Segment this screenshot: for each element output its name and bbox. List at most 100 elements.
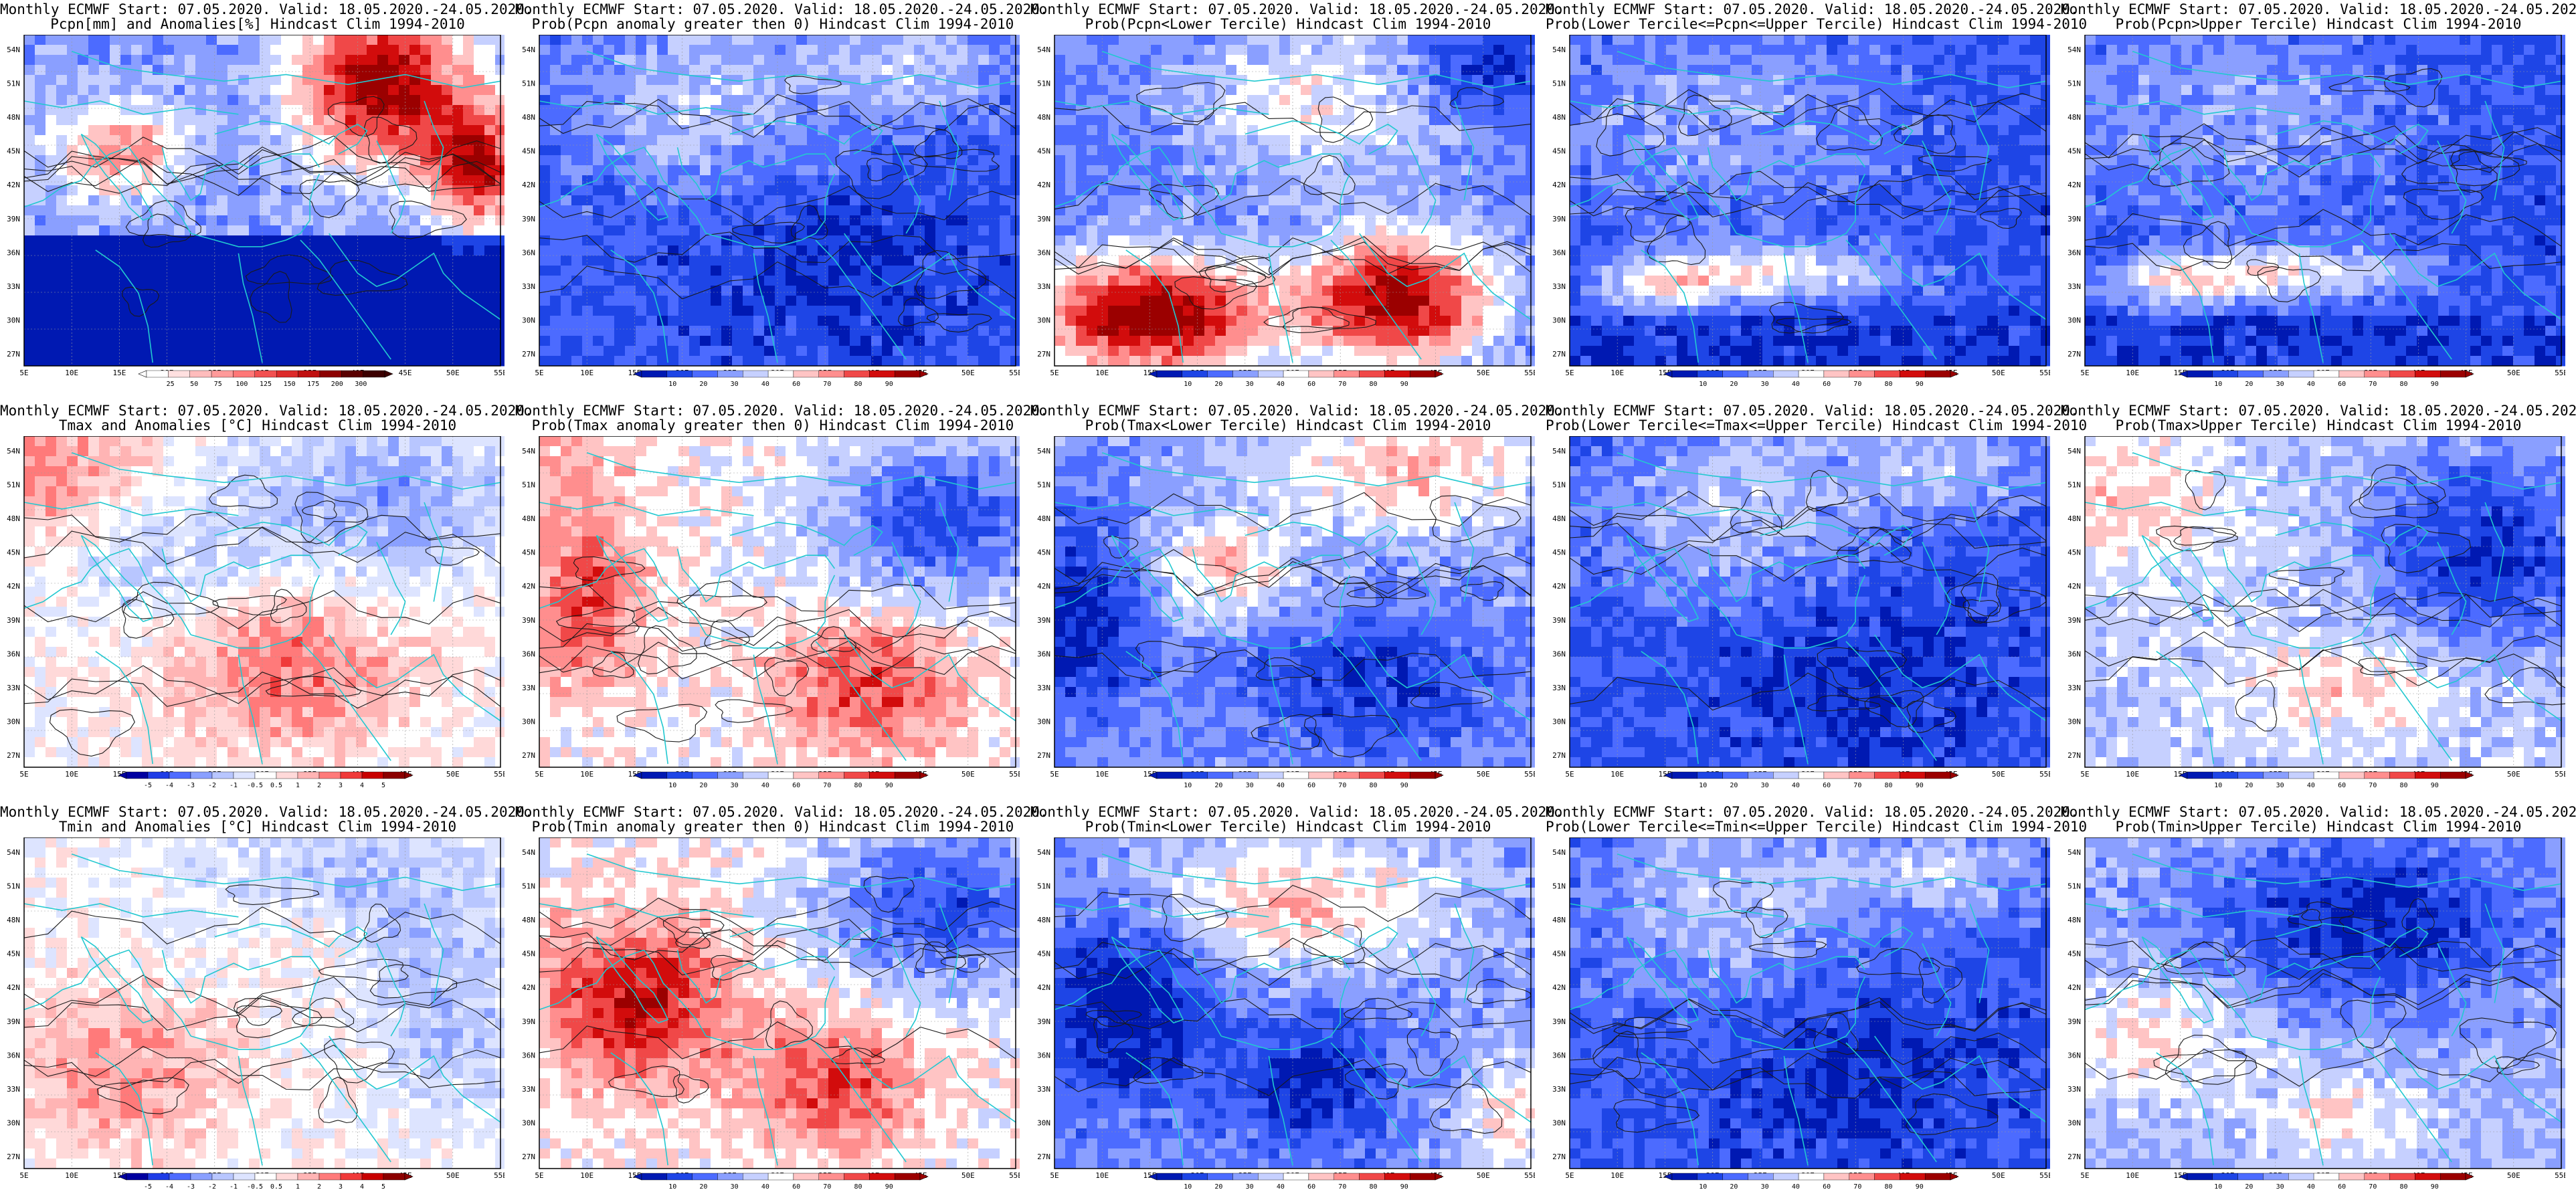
colorbar-tick-label: 10 [668, 1183, 676, 1191]
colorbar-tick-label: 0.5 [270, 1183, 282, 1191]
lon-label: 55E [2555, 1171, 2565, 1180]
map-plot: 54N51N48N45N42N39N36N33N30N27N5E10E15E20… [2067, 837, 2565, 1180]
colorbar-tick-label: 70 [823, 1183, 831, 1191]
map-plot: 54N51N48N45N42N39N36N33N30N27N5E10E15E20… [522, 837, 1020, 1180]
colorbar-tick-label: 90 [1400, 381, 1408, 388]
lat-label: 54N [522, 447, 535, 456]
colorbar-tick-label: 90 [885, 381, 893, 388]
colorbar-tick-label: 20 [1214, 381, 1222, 388]
lon-label: 10E [1095, 1171, 1109, 1180]
colorbar-tick-label: 10 [2214, 381, 2222, 388]
lon-label: 5E [535, 1171, 543, 1180]
lat-label: 33N [7, 1085, 20, 1094]
colorbar-tick-label: 20 [699, 1183, 707, 1191]
lat-label: 48N [7, 113, 20, 122]
colorbar-tick-label: 30 [1246, 1183, 1254, 1191]
colorbar-tick-label: 300 [355, 381, 367, 388]
lat-label: 27N [7, 350, 20, 359]
map-frame [1569, 436, 2047, 768]
colorbar-tick-label: 50 [190, 381, 198, 388]
lat-label: 51N [1552, 481, 1566, 490]
colorbar: 10 20 30 40 60 70 80 90 [632, 1173, 940, 1195]
lat-label: 27N [1552, 1152, 1566, 1161]
colorbar-tick-label: 90 [1916, 1183, 1924, 1191]
lat-label: 39N [2067, 616, 2081, 625]
panel-title-line2: Prob(Tmin<Lower Tercile) Hindcast Clim 1… [1030, 819, 1546, 834]
colorbar-tick-label: -5 [144, 782, 152, 789]
colorbar-tick-label: 80 [854, 381, 862, 388]
lon-label: 10E [580, 369, 593, 377]
lat-lon-grid [1054, 35, 1531, 366]
lat-label: 39N [1552, 215, 1566, 223]
contour-lines [23, 884, 501, 1124]
colorbar-tick-label: 2 [317, 1183, 321, 1191]
lat-label: 51N [7, 481, 20, 490]
lat-label: 36N [7, 649, 20, 658]
lon-label: 50E [1992, 770, 2005, 779]
map-plot: 54N51N48N45N42N39N36N33N30N27N5E10E15E20… [7, 35, 504, 377]
coastlines [1569, 854, 2047, 1166]
shaded-field [1570, 436, 2050, 768]
panel-title-line1: Monthly ECMWF Start: 07.05.2020. Valid: … [0, 2, 533, 17]
lat-label: 51N [522, 882, 535, 891]
lat-label: 51N [7, 882, 20, 891]
lon-label: 5E [1565, 1171, 1574, 1180]
shaded-field [539, 436, 1020, 768]
colorbar-tick-label: 10 [1184, 782, 1192, 789]
shaded-field [539, 35, 1020, 367]
lon-label: 10E [1611, 1171, 1624, 1180]
lon-label: 55E [2039, 369, 2050, 377]
colorbar-tick-label: 0.5 [270, 782, 282, 789]
lat-label: 36N [1037, 248, 1050, 257]
contour-lines [539, 556, 1016, 742]
colorbar: 10 20 30 40 60 70 80 90 [2178, 370, 2486, 393]
map-panel-tmin-anom: Monthly ECMWF Start: 07.05.2020. Valid: … [0, 803, 533, 1204]
colorbar-tick-label: 20 [699, 782, 707, 789]
map-panel-tmax-anom: Monthly ECMWF Start: 07.05.2020. Valid: … [0, 401, 533, 803]
lat-label: 54N [2067, 848, 2081, 857]
lat-label: 42N [1552, 983, 1566, 992]
map-panel-tmax-prob-upper: Monthly ECMWF Start: 07.05.2020. Valid: … [2061, 401, 2576, 803]
colorbar-tick-label: 30 [1246, 782, 1254, 789]
colorbar-tick-label: 70 [2369, 381, 2377, 388]
lat-label: 48N [522, 514, 535, 523]
map-panel-tmax-prob-middle: Monthly ECMWF Start: 07.05.2020. Valid: … [1546, 401, 2087, 803]
lon-label: 50E [1477, 1171, 1490, 1180]
lat-label: 30N [1037, 717, 1050, 726]
lat-label: 27N [522, 751, 535, 760]
lat-label: 45N [2067, 548, 2081, 557]
lat-label: 48N [1552, 514, 1566, 523]
colorbar-tick-label: 70 [2369, 1183, 2377, 1191]
lat-lon-grid [539, 35, 1016, 366]
lat-label: 54N [1552, 848, 1566, 857]
lat-label: 42N [7, 983, 20, 992]
panel-title-line1: Monthly ECMWF Start: 07.05.2020. Valid: … [515, 2, 1048, 17]
colorbar-tick-label: 70 [1338, 1183, 1346, 1191]
lat-label: 51N [1037, 481, 1050, 490]
map-frame [1569, 837, 2047, 1169]
lat-label: 33N [2067, 684, 2081, 692]
lat-label: 33N [7, 684, 20, 692]
contour-lines [1054, 82, 1532, 333]
colorbar-tick-label: 70 [1338, 782, 1346, 789]
lon-label: 10E [65, 369, 78, 377]
lon-label: 5E [1565, 770, 1574, 779]
colorbar-tick-label: 90 [1916, 381, 1924, 388]
lat-label: 27N [2067, 350, 2081, 359]
panel-title-line1: Monthly ECMWF Start: 07.05.2020. Valid: … [515, 403, 1048, 418]
map-plot: 54N51N48N45N42N39N36N33N30N27N5E10E15E20… [2067, 436, 2565, 779]
lat-label: 45N [522, 147, 535, 156]
lat-label: 33N [2067, 1085, 2081, 1094]
lat-label: 51N [522, 80, 535, 88]
colorbar-tick-label: 20 [1214, 782, 1222, 789]
lat-lon-grid [24, 436, 500, 767]
map-frame [539, 35, 1016, 367]
colorbar-tick-label: 10 [668, 782, 676, 789]
lat-label: 36N [522, 649, 535, 658]
colorbar-tick-label: 5 [381, 1183, 385, 1191]
lat-label: 39N [7, 616, 20, 625]
panel-title-line2: Prob(Tmax anomaly greater then 0) Hindca… [515, 418, 1030, 433]
colorbar-tick-label: 90 [2431, 381, 2439, 388]
lat-label: 42N [2067, 582, 2081, 591]
colorbar-tick-label: 90 [2431, 1183, 2439, 1191]
